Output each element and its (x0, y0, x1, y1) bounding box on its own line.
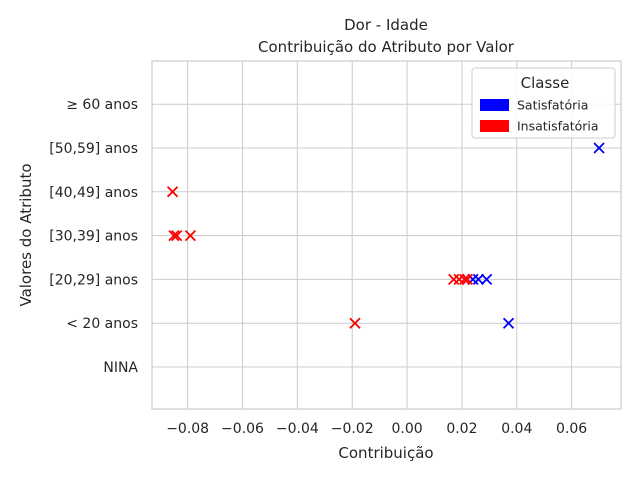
y-tick-label: ≥ 60 anos (66, 97, 138, 113)
y-tick-label: < 20 anos (66, 316, 138, 332)
y-axis-label: Valores do Atributo (17, 163, 35, 306)
data-point (166, 186, 179, 198)
legend: Classe Satisfatória Insatisfatória (471, 67, 616, 139)
y-axis-ticks: NINA < 20 anos [20,29] anos [30,39] anos [40… (49, 97, 138, 376)
data-point (472, 273, 485, 286)
y-tick-label: [20,29] anos (49, 272, 138, 288)
data-point (184, 229, 197, 242)
data-point (349, 317, 361, 329)
y-tick-label: [30,39] anos (49, 229, 138, 245)
legend-label: Satisfatória (517, 98, 588, 113)
data-point (171, 229, 183, 242)
chart-title: Dor - Idade (344, 16, 428, 34)
y-tick-label: [40,49] anos (49, 185, 138, 201)
legend-label: Insatisfatória (517, 119, 599, 134)
grid-lines (152, 61, 621, 409)
y-tick-label: NINA (103, 360, 138, 376)
x-tick-label: 0.06 (556, 421, 587, 437)
data-point (480, 273, 493, 286)
x-axis-label: Contribuição (338, 444, 433, 462)
y-tick-label: [50,59] anos (49, 141, 138, 157)
x-tick-label: −0.04 (276, 421, 319, 437)
x-tick-label: −0.06 (221, 421, 264, 437)
x-tick-label: 0.04 (501, 421, 532, 437)
data-point (461, 273, 474, 286)
data-point (502, 317, 515, 329)
data-point (459, 273, 471, 286)
plot-area-frame (151, 60, 622, 410)
legend-swatch (480, 99, 509, 111)
legend-title: Classe (521, 74, 570, 92)
data-point (168, 229, 180, 242)
x-tick-label: −0.08 (166, 421, 209, 437)
legend-swatch (480, 120, 509, 132)
x-tick-label: −0.02 (331, 421, 374, 437)
chart-subtitle: Contribuição do Atributo por Valor (258, 38, 515, 56)
data-point (593, 142, 605, 154)
x-axis-ticks: −0.08 −0.06 −0.04 −0.02 0.00 0.02 0.04 0.06 (166, 421, 587, 437)
legend-entries: Satisfatória Insatisfatória (480, 98, 599, 134)
x-tick-label: 0.02 (446, 421, 477, 437)
x-tick-label: 0.00 (391, 421, 422, 437)
data-points (166, 142, 605, 329)
